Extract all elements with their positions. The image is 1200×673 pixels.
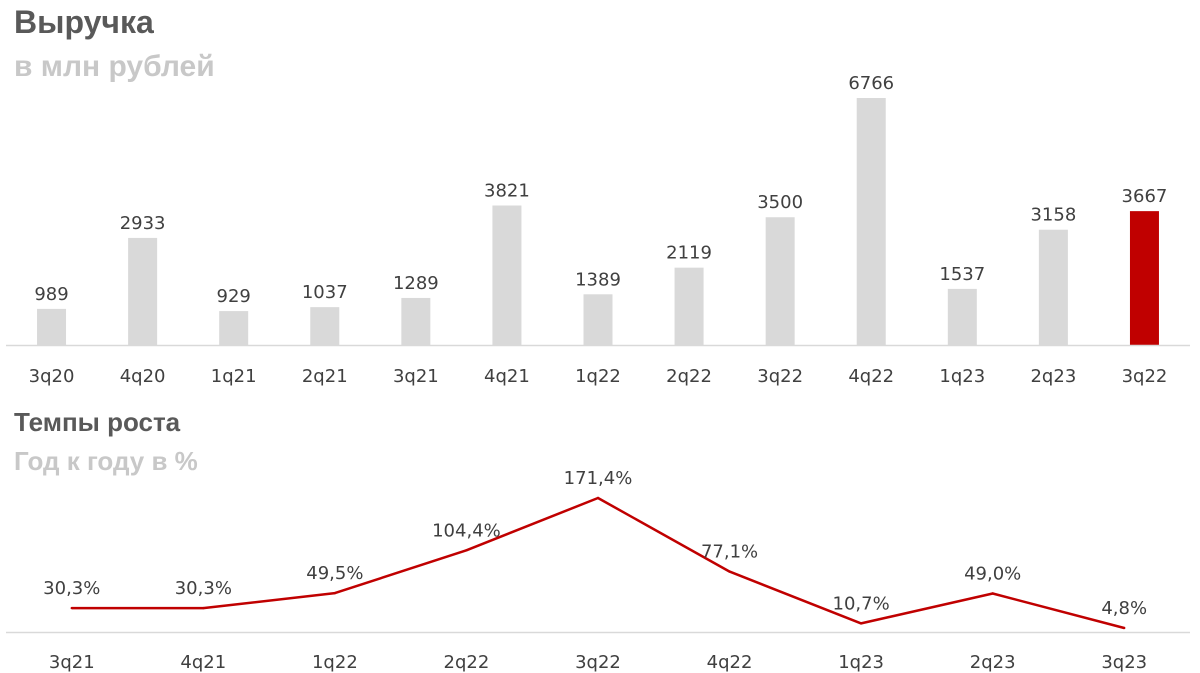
revenue-data-label: 929 (217, 286, 251, 307)
growth-x-tick-label: 1q23 (838, 652, 884, 673)
revenue-x-tick-label: 1q22 (575, 366, 621, 387)
growth-data-label: 49,5% (306, 563, 363, 584)
growth-data-point (1123, 626, 1126, 630)
growth-x-tick-label: 3q21 (49, 652, 95, 673)
growth-x-tick-label: 3q23 (1101, 652, 1147, 673)
revenue-x-tick-label: 3q22 (757, 366, 803, 387)
revenue-x-tick-label: 4q21 (484, 366, 530, 387)
revenue-chart-subtitle: в млн рублей (14, 50, 215, 83)
revenue-bar (128, 237, 158, 345)
growth-data-label: 10,7% (833, 593, 890, 614)
revenue-x-tick-label: 2q23 (1030, 366, 1076, 387)
revenue-x-tick-label: 3q20 (29, 366, 75, 387)
revenue-data-label: 1037 (302, 282, 348, 303)
growth-data-label: 30,3% (175, 578, 232, 599)
revenue-bar (219, 311, 249, 345)
revenue-x-tick-label: 4q20 (120, 366, 166, 387)
growth-line-chart: 30,3% 3q21 30,3% 4q21 49,5% 1q22 104,4% 2q22 171… (6, 468, 1190, 673)
growth-data-label: 4,8% (1101, 598, 1147, 619)
revenue-bar (401, 297, 431, 345)
revenue-data-label: 1537 (939, 264, 985, 285)
revenue-x-tick-label: 3q22 (1122, 366, 1168, 387)
revenue-data-label: 989 (34, 284, 68, 305)
revenue-x-tick-label: 2q22 (666, 366, 712, 387)
revenue-x-tick-label: 4q22 (848, 366, 894, 387)
growth-data-point (333, 591, 337, 595)
revenue-data-label: 1389 (575, 269, 621, 290)
growth-data-label: 104,4% (432, 520, 501, 541)
revenue-bar (1038, 229, 1068, 345)
revenue-bar (674, 267, 704, 345)
growth-chart-title: Темпы роста (14, 407, 181, 437)
growth-data-point (202, 606, 205, 610)
revenue-bar (310, 307, 340, 345)
revenue-x-tick-label: 1q23 (939, 366, 985, 387)
growth-data-point (859, 622, 863, 625)
growth-x-tick-label: 2q22 (444, 652, 490, 673)
revenue-bar (583, 294, 613, 345)
revenue-bar (37, 308, 67, 345)
revenue-data-label: 2933 (120, 213, 166, 234)
growth-data-point (70, 606, 73, 610)
revenue-data-label: 3667 (1122, 186, 1168, 207)
growth-x-tick-label: 4q21 (180, 652, 226, 673)
revenue-data-label: 2119 (666, 243, 712, 264)
revenue-data-label: 3500 (757, 192, 803, 213)
revenue-x-tick-label: 1q21 (211, 366, 257, 387)
growth-data-point (728, 570, 731, 573)
revenue-bar-chart: 989 3q20 2933 4q20 929 1q21 1037 2q21 1289 3q21 38… (6, 73, 1190, 387)
growth-data-label: 49,0% (964, 564, 1021, 585)
growth-x-tick-label: 2q23 (970, 652, 1016, 673)
revenue-data-label: 1289 (393, 273, 439, 294)
revenue-bar (492, 205, 522, 345)
revenue-chart-title: Выручка (14, 4, 154, 40)
growth-data-point (465, 549, 468, 552)
growth-data-point (991, 592, 994, 595)
growth-chart-subtitle: Год к году в % (14, 446, 198, 476)
revenue-bar (1129, 211, 1159, 345)
revenue-data-label: 3158 (1030, 205, 1076, 226)
growth-data-point (596, 496, 600, 500)
revenue-bar (765, 217, 795, 345)
growth-data-label: 171,4% (564, 468, 633, 489)
revenue-x-tick-label: 3q21 (393, 366, 439, 387)
revenue-bar (947, 288, 977, 345)
growth-data-label: 77,1% (701, 542, 758, 563)
growth-x-tick-label: 3q22 (575, 652, 621, 673)
revenue-data-label: 6766 (848, 73, 894, 94)
revenue-data-label: 3821 (484, 181, 530, 202)
revenue-bar (856, 98, 886, 345)
growth-data-label: 30,3% (43, 578, 100, 599)
growth-x-tick-label: 1q22 (312, 652, 358, 673)
revenue-x-tick-label: 2q21 (302, 366, 348, 387)
growth-x-tick-label: 4q22 (707, 652, 753, 673)
